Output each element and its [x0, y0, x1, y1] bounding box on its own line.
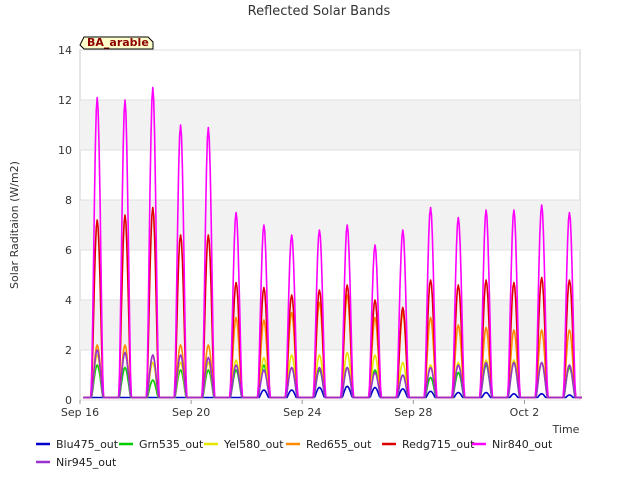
y-tick-label: 12 [58, 94, 72, 107]
x-tick-label: Oct 2 [510, 406, 540, 419]
legend-label: Grn535_out [139, 438, 204, 451]
y-axis-ticks: 0 2 4 6 8 10 12 14 [58, 44, 72, 407]
legend-label: Yel580_out [223, 438, 284, 451]
x-axis-ticks: Sep 16 Sep 20 Sep 24 Sep 28 Oct 2 [61, 400, 539, 419]
series-layer [83, 86, 582, 399]
legend-item: Redg715_out [382, 438, 475, 451]
legend-item: Blu475_out [36, 438, 119, 451]
site-badge-box [79, 36, 154, 50]
grid-lines [80, 49, 580, 401]
site-badge-label: BA_arable [87, 36, 149, 49]
site-badge: BA_arable [79, 36, 154, 50]
x-tick-label: Sep 20 [172, 406, 210, 419]
y-tick-label: 0 [65, 394, 72, 407]
legend-item: Nir945_out [36, 456, 117, 469]
y-axis-label: Solar Raditaion (W/m2) [8, 161, 21, 289]
y-tick-label: 8 [65, 194, 72, 207]
y-tick-label: 4 [65, 294, 72, 307]
y-tick-label: 14 [58, 44, 72, 57]
legend: Blu475_out Grn535_out Yel580_out Red655_out… [36, 438, 553, 469]
grid-band [80, 200, 580, 250]
y-tick-label: 2 [65, 344, 72, 357]
grid-band [80, 300, 580, 350]
legend-item: Grn535_out [119, 438, 204, 451]
chart-title: Reflected Solar Bands [248, 4, 391, 19]
legend-label: Nir945_out [56, 456, 117, 469]
plot-area [79, 49, 582, 401]
legend-item: Yel580_out [204, 438, 284, 451]
series-line-nir945-out [83, 349, 582, 399]
x-tick-label: Sep 24 [283, 406, 321, 419]
legend-item: Red655_out [286, 438, 372, 451]
grid-band [80, 100, 580, 150]
x-axis-label: Time [552, 423, 580, 436]
grid-bands [80, 100, 580, 350]
legend-item: Nir840_out [472, 438, 553, 451]
legend-label: Redg715_out [402, 438, 475, 451]
y-tick-label: 6 [65, 244, 72, 257]
legend-label: Red655_out [306, 438, 372, 451]
legend-label: Blu475_out [56, 438, 119, 451]
y-tick-label: 10 [58, 144, 72, 157]
x-tick-label: Sep 16 [61, 406, 99, 419]
x-tick-label: Sep 28 [394, 406, 432, 419]
legend-label: Nir840_out [492, 438, 553, 451]
